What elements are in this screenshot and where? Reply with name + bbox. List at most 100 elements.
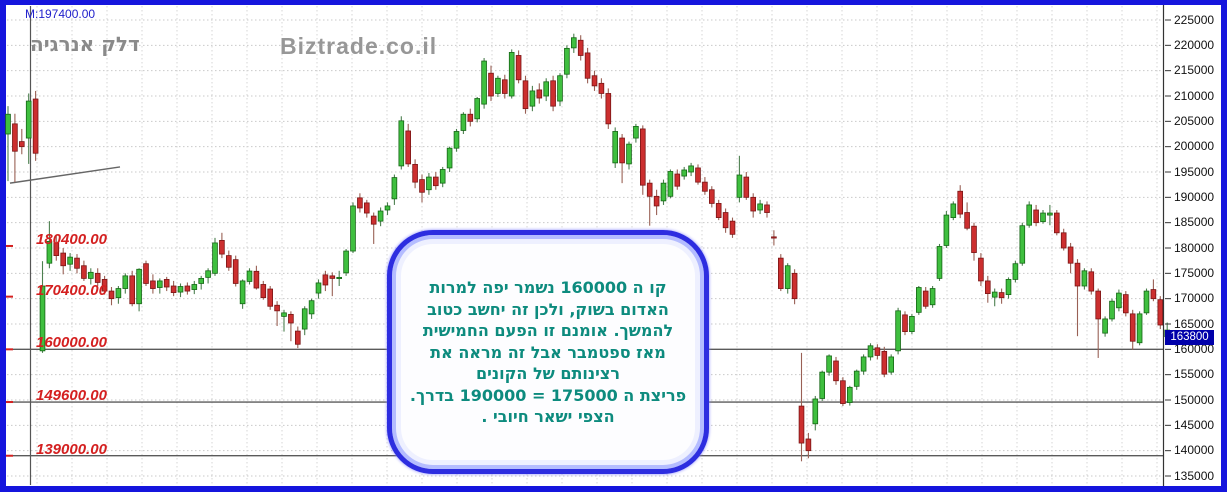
axis-price-label: 135000 <box>1174 468 1215 483</box>
candle-body <box>812 398 819 425</box>
candle-body <box>991 291 998 298</box>
candle-body <box>74 257 80 269</box>
candle-body <box>495 77 501 94</box>
candle-body <box>681 169 687 177</box>
candle-body <box>660 182 667 202</box>
axis-price-label: 160000 <box>1174 341 1215 356</box>
candle-body <box>357 197 363 209</box>
candle-body <box>591 75 598 87</box>
candle-body <box>695 167 701 183</box>
candle-body <box>467 113 474 122</box>
candle-body <box>25 100 32 139</box>
annotation-line: פריצת ה 175000 = 190000 בדרך. <box>409 385 687 405</box>
current-price-badge: 163800 <box>1165 329 1214 345</box>
candle-body <box>1026 204 1033 226</box>
candle-body <box>805 438 812 452</box>
candle-body <box>833 360 839 382</box>
candle-body <box>1054 212 1060 234</box>
candle-body <box>577 39 584 56</box>
axis-price-label: 215000 <box>1174 63 1215 78</box>
candle-body <box>860 356 867 372</box>
candle-body <box>239 280 246 305</box>
candle-body <box>985 280 991 294</box>
candle-body <box>336 276 342 279</box>
candle-body <box>943 214 950 246</box>
candle-body <box>329 275 336 279</box>
annotation-text: קו ה 160000 נשמר יפה למרות האדום בשוק, ול… <box>404 277 692 428</box>
candle-body <box>702 181 708 192</box>
candle-body <box>950 203 957 218</box>
candle-body <box>94 272 101 283</box>
candle-body <box>377 210 384 222</box>
axis-price-label: 220000 <box>1174 37 1215 52</box>
candle-body <box>888 356 894 373</box>
candle-body <box>971 225 977 253</box>
candle-body <box>550 80 556 107</box>
instrument-name: דלק אנרגיה <box>30 32 140 56</box>
candle-body <box>1005 279 1012 296</box>
axis-price-label: 165000 <box>1174 316 1215 331</box>
candle-body <box>267 288 273 307</box>
candle-body <box>184 285 191 292</box>
axis-price-label: 210000 <box>1174 88 1215 103</box>
candle-body <box>370 215 377 225</box>
candle-body <box>308 300 315 315</box>
candle-body <box>584 52 591 79</box>
annotation-line: הצפי ישאר חיובי . <box>481 407 615 426</box>
candle-body <box>515 55 522 81</box>
axis-price-label: 145000 <box>1174 417 1215 432</box>
candle-body <box>225 255 232 268</box>
candle-body <box>619 137 625 164</box>
axis-price-label: 205000 <box>1174 113 1215 128</box>
candle-body <box>998 292 1005 299</box>
candle-body <box>288 313 294 324</box>
candle-body <box>722 212 729 229</box>
axis-price-label: 170000 <box>1174 291 1215 306</box>
candle-body <box>136 268 142 305</box>
annotation-line: האדום בשוק, ולכן זה יחשב כטוב <box>427 299 669 319</box>
candle-body <box>60 252 66 267</box>
candle-body <box>750 196 756 212</box>
candle-body <box>419 179 425 193</box>
candle-body <box>322 274 329 286</box>
axis-price-label: 195000 <box>1174 164 1215 179</box>
candle-body <box>170 285 177 293</box>
candle-body <box>667 171 674 197</box>
candle-body <box>936 246 943 279</box>
annotation-line: קו ה 160000 נשמר יפה למרות <box>429 278 667 297</box>
candle-body <box>163 279 170 288</box>
candle-body <box>398 120 405 167</box>
candle-body <box>564 47 570 75</box>
candle-body <box>115 288 122 299</box>
candle-body <box>108 290 115 300</box>
candle-body <box>929 288 936 306</box>
candle-body <box>771 236 777 239</box>
last-quote-label: M:197400.00 <box>25 7 96 21</box>
candle-body <box>1109 300 1115 320</box>
candle-body <box>274 304 280 312</box>
candle-body <box>363 202 370 214</box>
annotation-callout: קו ה 160000 נשמר יפה למרות האדום בשוק, ול… <box>387 230 709 474</box>
candle-body <box>1012 263 1019 280</box>
candle-body <box>874 347 881 356</box>
candle-body <box>205 270 211 278</box>
candle-body <box>1116 292 1122 309</box>
candle-body <box>743 176 750 198</box>
candle-body <box>798 405 805 444</box>
candle-body <box>1081 270 1088 287</box>
candle-body <box>150 280 156 289</box>
trendline <box>9 166 121 184</box>
axis-price-label: 155000 <box>1174 367 1215 382</box>
candle-body <box>709 189 715 204</box>
annotation-line: מאז ספטמבר אבל זה מראה את <box>430 342 666 362</box>
candle-body <box>922 290 929 307</box>
candle-body <box>460 113 467 131</box>
candle-body <box>640 128 646 186</box>
candle-body <box>198 277 205 284</box>
candle-body <box>46 241 53 264</box>
candle-body <box>847 386 853 403</box>
support-level-label: 149600.00 <box>36 387 107 405</box>
candle-body <box>853 370 860 387</box>
candle-body <box>1060 232 1067 249</box>
